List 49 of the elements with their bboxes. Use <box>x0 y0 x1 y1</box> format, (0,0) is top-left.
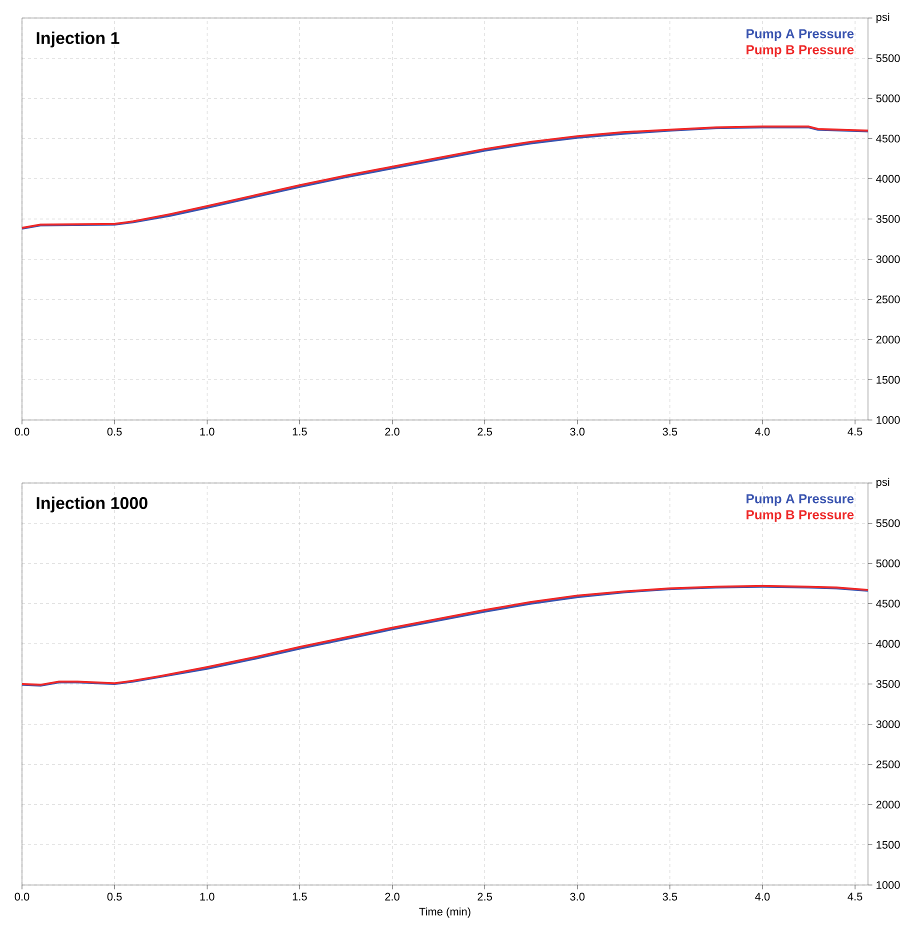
y-tick-label: 5000 <box>876 560 900 568</box>
y-tick-label: 3000 <box>876 255 900 264</box>
x-tick-label: 4.5 <box>848 428 862 436</box>
y-tick-label: 3000 <box>876 720 900 728</box>
y-tick-label: 1500 <box>876 840 900 849</box>
text: Injection 1000 <box>36 496 148 512</box>
y-tick-label: 5000 <box>876 94 900 102</box>
text: Injection 1 <box>36 32 120 48</box>
y-tick-label: 4000 <box>876 640 900 648</box>
x-tick-label: 0.0 <box>14 428 30 436</box>
y-tick-label: psi <box>876 478 890 488</box>
y-tick-label: 1000 <box>876 416 900 424</box>
y-tick-label: 2500 <box>876 296 900 304</box>
y-tick-label: psi <box>876 12 890 24</box>
y-tick-label: 2000 <box>876 800 900 808</box>
y-tick-label: 4000 <box>876 174 900 183</box>
x-tick-label: 4.0 <box>755 428 770 436</box>
text: Pump A Pressure <box>746 494 854 506</box>
x-tick-label: 3.0 <box>570 892 585 901</box>
text: Pump A Pressure <box>746 29 854 41</box>
x-tick-label: 2.0 <box>385 892 400 901</box>
x-tick-label: 1.5 <box>292 428 307 436</box>
x-tick-label: 1.5 <box>292 892 307 900</box>
x-tick-label: 0.5 <box>107 892 122 901</box>
x-tick-label: 2.5 <box>478 428 492 436</box>
x-tick-label: 3.5 <box>662 892 678 901</box>
y-tick-label: 5500 <box>876 54 900 62</box>
text: Pump B Pressure <box>746 510 854 522</box>
y-tick-label: 4500 <box>876 600 900 608</box>
x-tick-label: 0.0 <box>14 892 30 901</box>
x-tick-label: 3.0 <box>570 428 585 436</box>
y-tick-label: 1500 <box>876 376 900 384</box>
y-tick-label: 3500 <box>876 680 900 688</box>
x-axis-title: Time (min) <box>419 907 470 918</box>
y-tick-label: 2000 <box>876 336 900 344</box>
x-tick-label: 2.5 <box>478 892 492 901</box>
y-tick-label: 2500 <box>876 760 900 768</box>
x-tick-label: 2.0 <box>385 428 400 436</box>
y-tick-label: 3500 <box>876 215 900 223</box>
x-tick-label: 4.5 <box>848 892 862 900</box>
y-tick-label: 4500 <box>876 134 900 142</box>
x-tick-label: 1.0 <box>200 892 214 901</box>
text: Pump B Pressure <box>746 45 854 57</box>
y-tick-label: 1000 <box>876 881 900 889</box>
x-tick-label: 1.0 <box>200 428 214 436</box>
x-tick-label: 0.5 <box>107 428 122 436</box>
y-tick-label: 5500 <box>876 519 900 528</box>
x-tick-label: 3.5 <box>662 428 678 436</box>
x-tick-label: 4.0 <box>755 892 770 901</box>
